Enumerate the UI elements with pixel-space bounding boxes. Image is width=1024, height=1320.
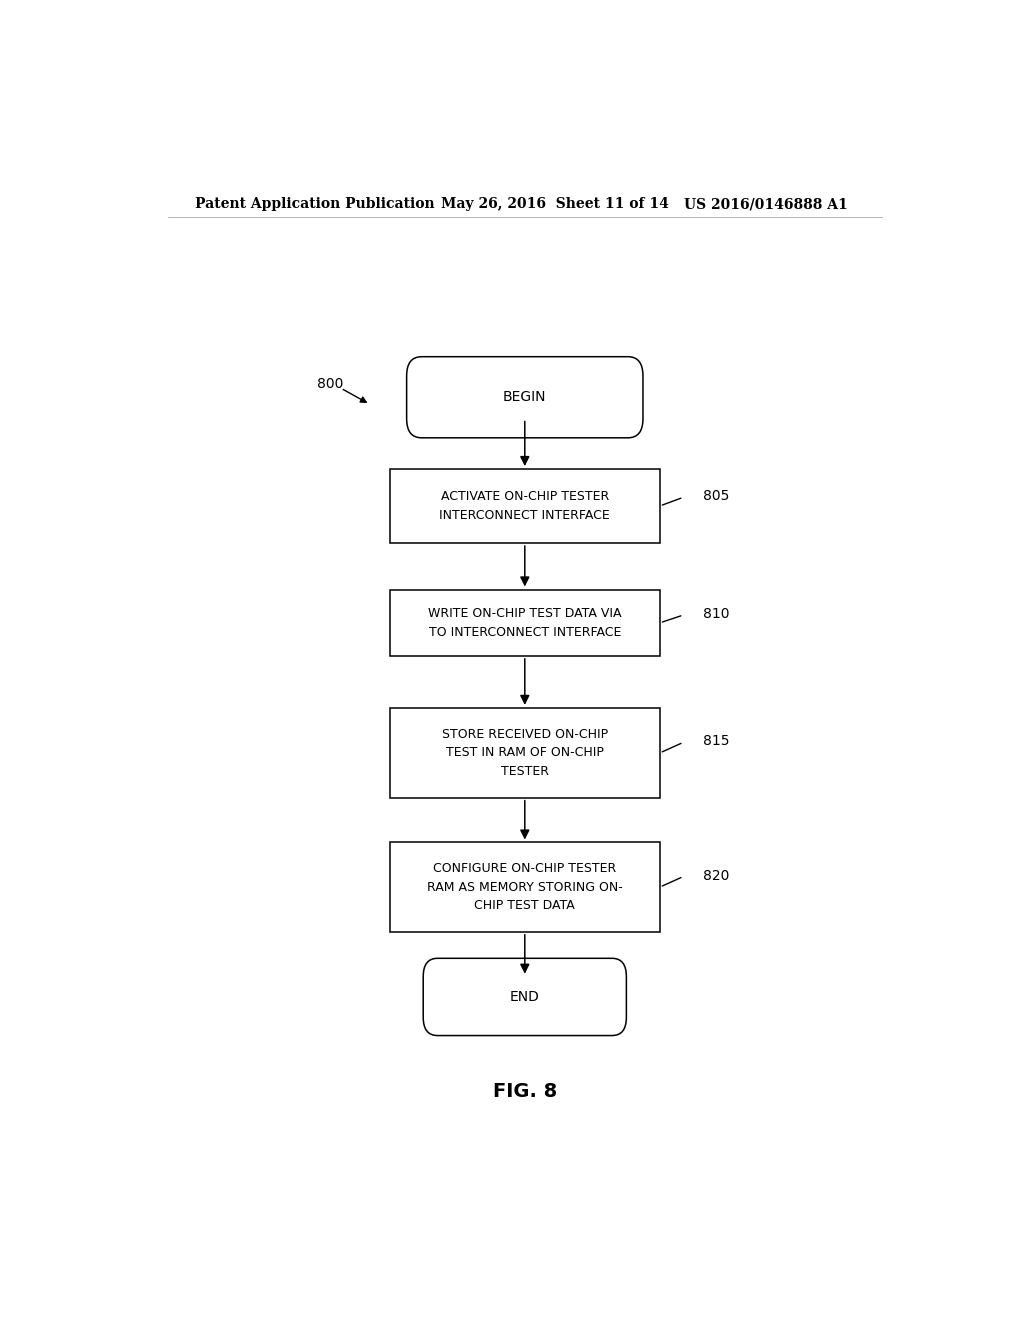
- Text: 800: 800: [316, 378, 343, 391]
- FancyBboxPatch shape: [407, 356, 643, 438]
- Text: END: END: [510, 990, 540, 1005]
- Text: 810: 810: [703, 607, 730, 622]
- Text: 820: 820: [703, 869, 730, 883]
- Text: CONFIGURE ON-CHIP TESTER
RAM AS MEMORY STORING ON-
CHIP TEST DATA: CONFIGURE ON-CHIP TESTER RAM AS MEMORY S…: [427, 862, 623, 912]
- Text: STORE RECEIVED ON-CHIP
TEST IN RAM OF ON-CHIP
TESTER: STORE RECEIVED ON-CHIP TEST IN RAM OF ON…: [441, 729, 608, 777]
- FancyBboxPatch shape: [390, 590, 659, 656]
- Text: FIG. 8: FIG. 8: [493, 1082, 557, 1101]
- FancyBboxPatch shape: [390, 709, 659, 797]
- Text: US 2016/0146888 A1: US 2016/0146888 A1: [684, 197, 847, 211]
- Text: WRITE ON-CHIP TEST DATA VIA
TO INTERCONNECT INTERFACE: WRITE ON-CHIP TEST DATA VIA TO INTERCONN…: [428, 607, 622, 639]
- Text: 805: 805: [703, 490, 730, 503]
- Text: Patent Application Publication: Patent Application Publication: [196, 197, 435, 211]
- Text: 815: 815: [703, 734, 730, 748]
- Text: BEGIN: BEGIN: [503, 391, 547, 404]
- Text: ACTIVATE ON-CHIP TESTER
INTERCONNECT INTERFACE: ACTIVATE ON-CHIP TESTER INTERCONNECT INT…: [439, 490, 610, 521]
- Text: May 26, 2016  Sheet 11 of 14: May 26, 2016 Sheet 11 of 14: [441, 197, 670, 211]
- FancyBboxPatch shape: [390, 842, 659, 932]
- FancyBboxPatch shape: [423, 958, 627, 1036]
- FancyBboxPatch shape: [390, 470, 659, 543]
